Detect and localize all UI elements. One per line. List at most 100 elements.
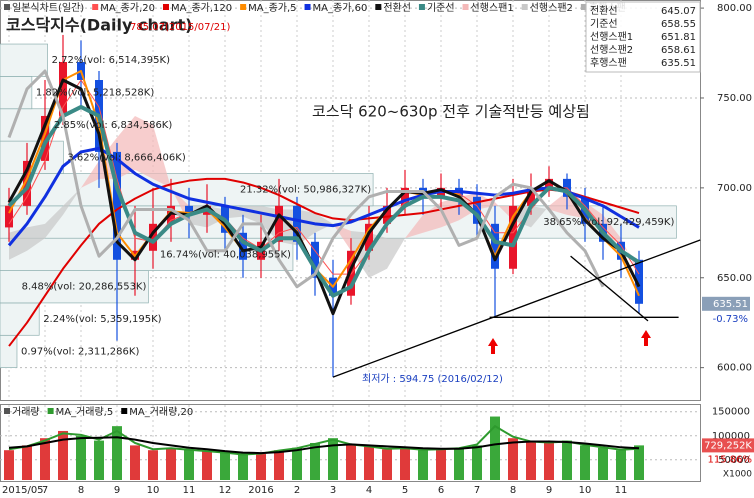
ichimoku-cloud: [45, 205, 63, 239]
volume-bar: [364, 446, 374, 480]
volume-bar: [130, 445, 140, 480]
volume-panel: [0, 404, 701, 482]
profile-bar: [0, 43, 48, 77]
volume-bar: [328, 438, 338, 480]
series-line: [7, 104, 641, 298]
info-value: 658.55: [661, 19, 696, 30]
legend-label: MA_종가,60: [313, 2, 368, 14]
x-tick-label: 8: [78, 485, 84, 496]
volume-bar: [148, 450, 158, 480]
x-tick-label: 9: [546, 485, 552, 496]
x-tick-label: 10: [579, 485, 592, 496]
profile-label: 21.32%(vol: 50,986,327K): [240, 185, 371, 196]
candle-body: [509, 205, 517, 269]
legend-swatch: [47, 408, 54, 414]
x-tick-label: 2016: [248, 485, 273, 496]
legend-swatch: [521, 4, 528, 10]
y-tick-label: 650.00: [717, 273, 752, 284]
candle-body: [365, 223, 373, 251]
legend-swatch: [4, 4, 10, 10]
volume-bar: [184, 449, 194, 480]
candle-body: [239, 232, 247, 260]
trend-line: [332, 239, 701, 378]
candle-body: [5, 205, 13, 228]
price-change: -0.73%: [713, 314, 748, 325]
ichimoku-cloud: [81, 160, 99, 188]
y-tick-label: 100000: [712, 431, 750, 442]
y-tick-label: 600.00: [717, 363, 752, 374]
x-tick-label: 10: [147, 485, 160, 496]
profile-label: 3.62%(vol: 8,666,406K): [67, 152, 185, 163]
x-tick-label: 2015/05: [2, 485, 44, 496]
low-annotation: 최저가 : 594.75 (2016/02/12): [362, 373, 503, 385]
legend-swatch: [304, 4, 311, 10]
ichimoku-cloud: [135, 115, 153, 179]
ichimoku-cloud: [603, 214, 621, 246]
x-tick-label: 11: [615, 485, 628, 496]
ichimoku-cloud: [495, 202, 513, 221]
legend-swatch: [4, 408, 10, 414]
volume-bar: [580, 445, 590, 480]
info-value: 658.61: [661, 45, 696, 56]
profile-label: 0.97%(vol: 2,311,286K): [21, 346, 139, 357]
ichimoku-cloud: [333, 223, 351, 251]
volume-bar: [490, 416, 500, 480]
legend-swatch: [418, 4, 425, 10]
profile-bar: [0, 302, 40, 336]
candle-body: [41, 115, 49, 161]
volume-bar: [40, 438, 50, 480]
x-tick-label: 7: [474, 485, 480, 496]
comment: 코스닥 620~630p 전후 기술적반등 예상됨: [312, 103, 590, 121]
arrow: [641, 330, 651, 346]
x-tick-label: 7: [42, 485, 48, 496]
ichimoku-cloud: [549, 191, 567, 215]
candle-body: [401, 187, 409, 206]
volume-change: 115.86%: [708, 454, 753, 465]
candle-body: [149, 223, 157, 251]
candle-body: [113, 151, 121, 260]
x-tick-label: 12: [219, 485, 232, 496]
ichimoku-cloud: [63, 187, 81, 215]
volume-bar: [508, 438, 518, 480]
y-tick-label: 150000: [712, 407, 750, 418]
volume-bar: [562, 440, 572, 480]
volume-bar: [400, 447, 410, 480]
profile-label: 2.24%(vol: 5,359,195K): [43, 314, 161, 325]
volume-bar: [76, 435, 86, 480]
profile-label: 1.82%(vol: 5,218,528K): [36, 88, 154, 99]
ichimoku-cloud: [315, 213, 333, 233]
ichimoku-cloud: [153, 124, 171, 188]
price-tag-label: 635.51: [713, 299, 748, 310]
candle-body: [473, 196, 481, 224]
candle-body: [545, 178, 553, 188]
x-tick-label: 4: [366, 485, 372, 496]
legend-swatch: [462, 4, 469, 10]
candle-body: [383, 205, 391, 224]
y-tick-label: 750.00: [717, 93, 752, 104]
ichimoku-cloud: [531, 205, 549, 228]
info-value: 635.51: [661, 58, 696, 69]
legend-label: 기준선: [427, 2, 455, 14]
volume-tag-label: 729,252K: [704, 440, 752, 451]
volume-bar: [112, 426, 122, 480]
info-label: 선행스팬2: [590, 44, 633, 56]
y-tick-label: 50000: [718, 455, 750, 466]
candle-body: [275, 205, 283, 242]
volume-bar: [526, 441, 536, 480]
volume-ma-line: [8, 436, 640, 455]
profile-bar: [0, 270, 149, 304]
legend-swatch: [580, 4, 587, 10]
mark-layer: [4, 34, 701, 480]
info-label: 기준선: [590, 18, 618, 30]
candle-body: [59, 62, 67, 116]
volume-bar: [58, 430, 68, 480]
series-line: [8, 79, 640, 275]
candle-body: [635, 259, 643, 304]
ichimoku-cloud: [27, 223, 45, 251]
legend-label: MA_거래량,20: [129, 406, 193, 418]
legend-swatch: [92, 4, 99, 10]
candle-body: [527, 187, 535, 206]
candle-body: [347, 250, 355, 296]
legend-label: MA_종가,5: [248, 2, 296, 14]
